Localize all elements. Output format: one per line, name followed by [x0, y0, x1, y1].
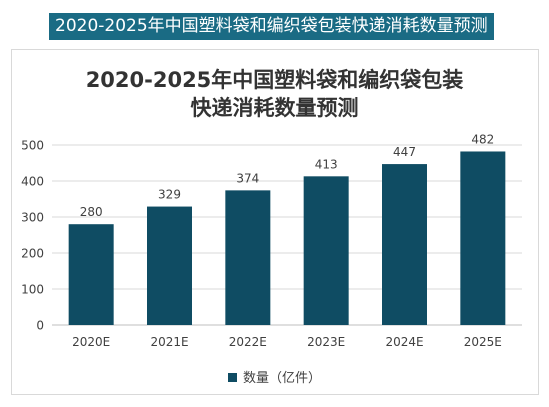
- x-tick-label: 2022E: [229, 335, 267, 349]
- bar: [382, 164, 427, 325]
- data-label: 374: [236, 171, 259, 185]
- data-label: 329: [158, 188, 181, 202]
- data-label: 447: [393, 145, 416, 159]
- y-tick-label: 0: [36, 319, 44, 333]
- bar: [303, 176, 349, 325]
- legend-swatch: [227, 373, 237, 382]
- bar: [68, 224, 114, 325]
- chart-title-line-1: 2020-2025年中国塑料袋和编织袋包装: [85, 68, 464, 92]
- chart-title-line-2: 快递消耗数量预测: [190, 96, 359, 120]
- legend-label: 数量（亿件）: [242, 371, 321, 386]
- x-tick-label: 2020E: [72, 335, 110, 349]
- y-tick-label: 200: [21, 247, 44, 261]
- data-label: 280: [80, 205, 103, 219]
- x-tick-label: 2023E: [307, 335, 345, 349]
- bar: [147, 206, 192, 325]
- chart-legend: 数量（亿件）: [0, 367, 549, 386]
- y-tick-label: 500: [21, 139, 44, 153]
- data-label: 413: [315, 157, 338, 171]
- chart-frame: [11, 49, 539, 395]
- y-tick-label: 300: [21, 211, 44, 225]
- bar: [460, 151, 506, 325]
- y-tick-label: 400: [21, 175, 44, 189]
- y-tick-label: 100: [21, 283, 44, 297]
- bar: [225, 190, 271, 325]
- x-tick-label: 2024E: [385, 335, 423, 349]
- x-tick-label: 2021E: [150, 335, 188, 349]
- data-label: 482: [471, 132, 494, 146]
- caption-banner: 2020-2025年中国塑料袋和编织袋包装快递消耗数量预测: [49, 13, 494, 40]
- x-tick-label: 2025E: [464, 335, 502, 349]
